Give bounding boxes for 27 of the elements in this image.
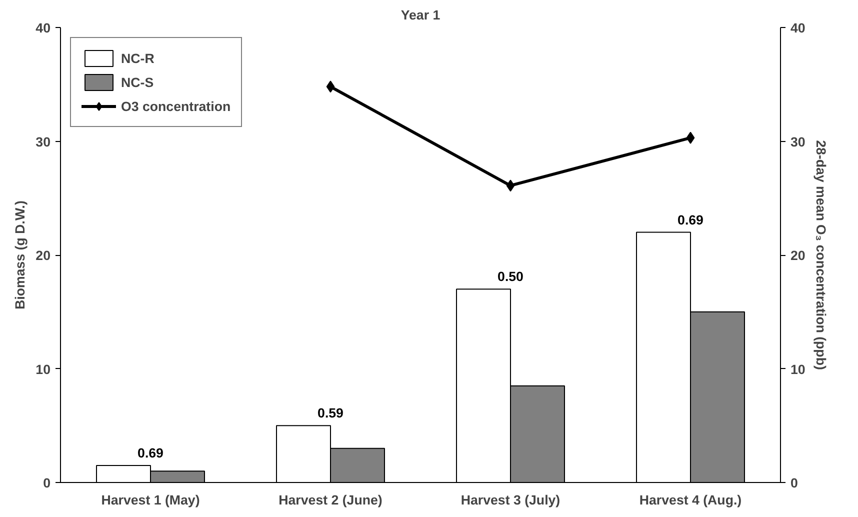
y-axis-title: Biomass (g D.W.) <box>12 200 28 310</box>
y2-axis-title: 28-day mean O₃ concentration (ppb) <box>813 140 828 370</box>
x-tick-label: Harvest 1 (May) <box>101 492 200 508</box>
y2-tick-label: 30 <box>790 134 806 150</box>
y2-tick-label: 0 <box>790 476 798 490</box>
y2-tick-label: 10 <box>790 362 806 377</box>
annotation: 0.59 <box>318 406 344 421</box>
x-tick-label: Harvest 4 (Aug.) <box>639 492 742 508</box>
point <box>326 80 335 93</box>
annotation: 0.69 <box>678 212 704 228</box>
y-tick-label: 40 <box>36 20 51 36</box>
legend-label: O3 concentration <box>121 98 231 114</box>
point <box>686 132 695 144</box>
point <box>506 180 515 192</box>
y-tick-label: 0 <box>43 476 51 490</box>
y2-tick-label: 20 <box>790 248 806 263</box>
annotation: 0.50 <box>498 269 524 284</box>
y-tick-label: 30 <box>36 134 51 150</box>
chart-title: Year 1 <box>400 8 441 22</box>
x-tick-label: Harvest 3 (July) <box>460 492 560 508</box>
x-tick-label: Harvest 2 (June) <box>278 492 382 508</box>
legend-label: NC-S <box>121 74 154 90</box>
y2-tick-label: 40 <box>790 20 806 36</box>
annotation: 0.69 <box>138 445 164 460</box>
legend-label: NC-R <box>121 50 154 66</box>
y-tick-label: 10 <box>36 362 51 377</box>
y-tick-label: 20 <box>36 248 51 263</box>
